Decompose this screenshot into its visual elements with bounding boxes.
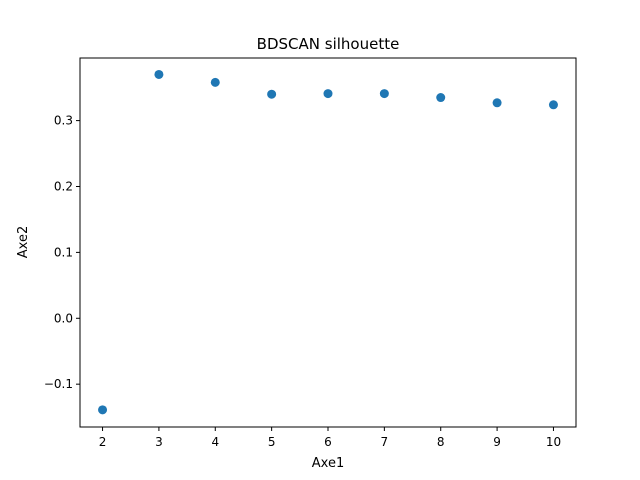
data-point xyxy=(210,77,220,87)
data-point xyxy=(492,98,502,108)
data-point xyxy=(436,93,446,103)
x-tick-label: 7 xyxy=(381,435,389,449)
x-axis-label: Axe1 xyxy=(312,456,344,471)
y-axis-label: Axe2 xyxy=(16,226,31,258)
data-point xyxy=(154,69,164,79)
x-tick-label: 8 xyxy=(437,435,445,449)
y-tick-label: 0.2 xyxy=(54,179,73,193)
x-axis: 2 3 4 5 6 7 8 9 10 xyxy=(99,427,561,449)
x-tick-label: 5 xyxy=(268,435,276,449)
data-point xyxy=(98,405,108,415)
y-tick-label: 0.1 xyxy=(54,245,73,259)
x-tick-label: 6 xyxy=(324,435,332,449)
x-tick-label: 9 xyxy=(493,435,501,449)
data-points xyxy=(98,69,558,415)
chart-title: BDSCAN silhouette xyxy=(257,35,400,53)
data-point xyxy=(323,89,333,99)
x-tick-label: 2 xyxy=(99,435,107,449)
data-point xyxy=(379,89,389,99)
y-tick-label: 0.3 xyxy=(54,114,73,128)
data-point xyxy=(548,100,558,110)
y-axis: −0.1 0.0 0.1 0.2 0.3 xyxy=(44,114,80,391)
data-point xyxy=(267,89,277,99)
plot-area-frame xyxy=(79,57,577,428)
y-tick-label: 0.0 xyxy=(54,311,73,325)
y-tick-label: −0.1 xyxy=(44,377,73,391)
x-tick-label: 10 xyxy=(546,435,561,449)
x-tick-label: 3 xyxy=(155,435,163,449)
x-tick-label: 4 xyxy=(211,435,219,449)
